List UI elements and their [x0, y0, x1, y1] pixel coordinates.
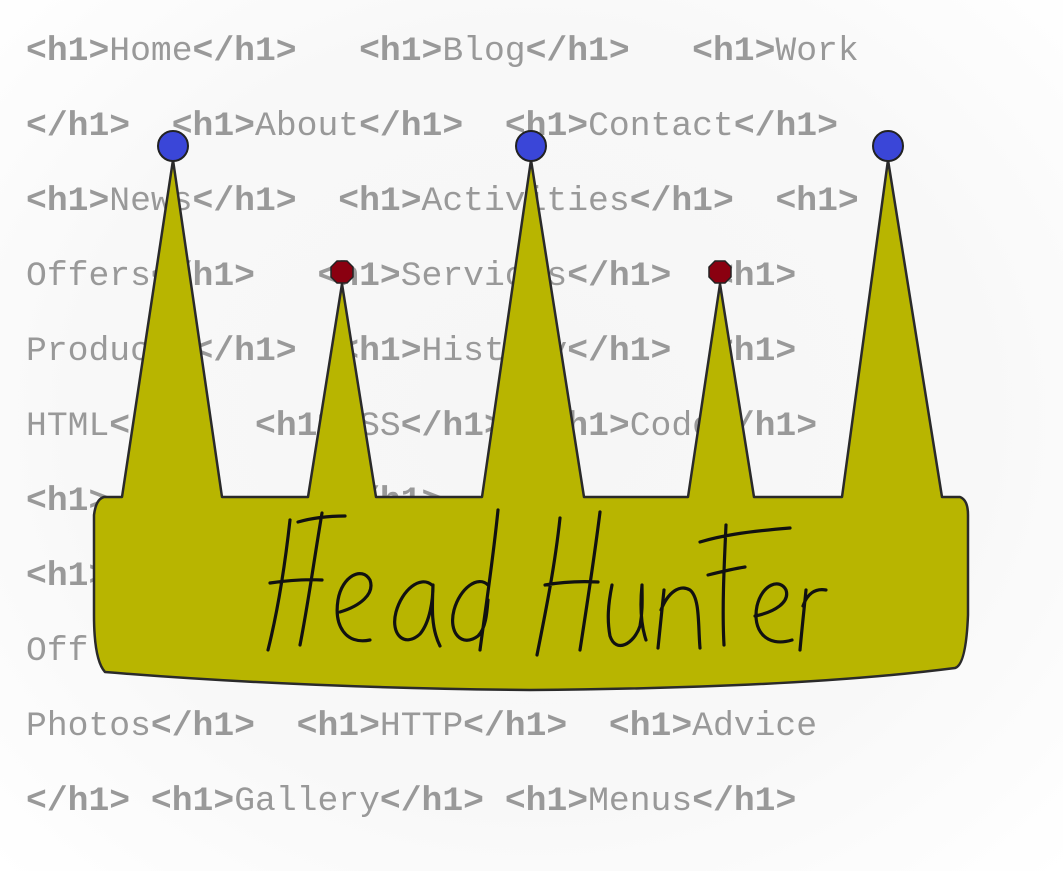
crown-jewels [157, 130, 904, 284]
head-hunter-lettering [266, 508, 828, 657]
html-tag-text: </h1> [26, 107, 131, 146]
html-tag-text: </h1> [733, 107, 838, 146]
tag-row: </h1> <h1>Gallery</h1> <h1>Menus</h1> [26, 782, 796, 822]
blue-jewel-right [872, 130, 904, 162]
html-tag-text: </h1> [567, 257, 672, 296]
html-tag-text: </h1> [150, 707, 255, 746]
html-tag-text: <h1> [775, 182, 859, 221]
blue-jewel-center [515, 130, 547, 162]
tag-row: </h1> <h1>About</h1> <h1>Contact</h1> [26, 107, 838, 147]
html-tag-text: <h1> [296, 707, 380, 746]
tag-row: Photos</h1> <h1>HTTP</h1> <h1>Advice [26, 707, 817, 747]
menu-word-text: Gallery [234, 782, 380, 821]
html-tag-text: </h1> [192, 32, 297, 71]
red-jewel-left [330, 260, 354, 284]
html-tag-text: </h1> [359, 107, 464, 146]
html-tag-text: </h1> [567, 332, 672, 371]
html-tag-text: <h1> [26, 182, 110, 221]
html-tag-text: </h1> [629, 182, 734, 221]
menu-word-text: HTTP [379, 707, 464, 746]
html-tag-text: </h1> [192, 332, 297, 371]
menu-word-text: Blog [442, 32, 526, 71]
html-tag-text: </h1> [192, 182, 297, 221]
menu-word-text: Photos [26, 707, 151, 746]
html-tag-text: <h1> [692, 32, 776, 71]
red-jewel-right [708, 260, 732, 284]
menu-word-text: Work [775, 32, 859, 71]
html-tag-text: <h1> [608, 707, 693, 746]
html-tag-text: <h1> [338, 182, 422, 221]
html-tag-text: <h1> [150, 782, 235, 821]
html-tag-text: <h1> [26, 32, 110, 71]
menu-word-text: Home [109, 32, 193, 71]
html-tag-text: </h1> [525, 32, 630, 71]
crown-body [92, 158, 970, 692]
menu-word-text: HTML [26, 407, 110, 446]
menu-word-text: Offers [26, 257, 151, 296]
blue-jewel-left [157, 130, 189, 162]
html-tag-text: <h1> [359, 32, 443, 71]
menu-word-text: Off [26, 632, 89, 671]
html-tag-text: <h1> [504, 782, 589, 821]
crown-shape [92, 158, 970, 692]
html-tag-text: </h1> [379, 782, 484, 821]
html-tag-text: </h1> [26, 782, 131, 821]
menu-word-text: Contact [588, 107, 734, 146]
menu-word-text: Menus [588, 782, 693, 821]
head-hunter-script [266, 508, 828, 657]
html-tag-text: </h1> [692, 782, 797, 821]
menu-word-text: Advice [692, 707, 818, 746]
menu-word-text: About [255, 107, 360, 146]
tag-row: <h1>Home</h1> <h1>Blog</h1> <h1>Work [26, 32, 859, 72]
html-tag-text: </h1> [400, 407, 505, 446]
html-tag-text: </h1> [463, 707, 568, 746]
